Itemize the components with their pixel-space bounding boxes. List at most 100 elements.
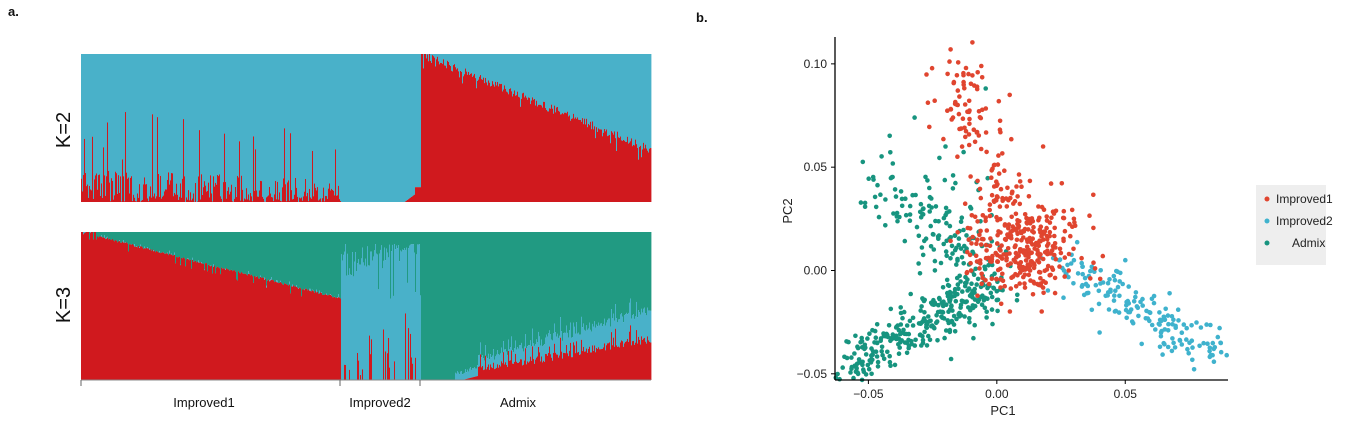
k3-segment-red (161, 252, 163, 380)
pca-point (1040, 144, 1046, 149)
k2-segment-blue (242, 54, 244, 190)
k2-segment-blue (332, 54, 334, 190)
k2-segment-blue (476, 54, 478, 89)
k3-segment-red (226, 268, 228, 380)
k2-segment-red (90, 189, 92, 202)
k2-segment-blue (407, 54, 409, 200)
k2-segment-blue (508, 54, 510, 95)
pca-point (983, 255, 989, 261)
k2-segment-blue (352, 54, 354, 202)
k3-segment-red (470, 377, 472, 380)
k2-segment-blue (324, 54, 326, 202)
pca-point (1026, 247, 1031, 253)
k2-segment-blue (552, 54, 554, 109)
k3-segment-red (124, 242, 126, 380)
k2-segment-blue (188, 54, 190, 191)
k2-segment-blue (229, 54, 231, 195)
k3-segment-red (111, 240, 113, 380)
k2-segment-blue (111, 54, 113, 179)
k3-segment-red (500, 366, 502, 380)
k2-segment-blue (642, 54, 644, 150)
k3-segment-red (389, 367, 391, 380)
k3-segment-green (139, 232, 141, 248)
k2-segment-blue (218, 54, 220, 177)
k3-segment-green (464, 232, 466, 373)
k2-segment-blue (171, 54, 173, 174)
k3-segment-red (561, 351, 563, 380)
k3-segment-red (627, 338, 629, 380)
k3-segment-red (274, 282, 276, 380)
k2-segment-red (162, 196, 164, 202)
k3-segment-red (507, 366, 509, 380)
k2-segment-blue (103, 54, 105, 148)
k3-segment-red (322, 294, 324, 380)
k3-segment-green (387, 232, 389, 253)
pca-point (871, 177, 876, 182)
k2-segment-blue (553, 54, 555, 114)
k3-segment-green (115, 232, 117, 241)
pca-point (1061, 295, 1066, 301)
k3-segment-blue (345, 244, 347, 365)
k3-segment-red (593, 351, 595, 380)
pca-point (966, 98, 972, 104)
k2-segment-red (198, 176, 200, 202)
k3-segment-green (373, 232, 375, 257)
k3-segment-blue (525, 334, 527, 349)
k3-segment-green (482, 232, 484, 355)
k3-segment-blue (576, 322, 578, 342)
k3-segment-green (132, 232, 134, 244)
pca-point (858, 200, 864, 205)
pca-point (987, 202, 993, 207)
k2-segment-red (413, 195, 415, 202)
k3-segment-red (598, 347, 600, 380)
k3-segment-blue (582, 327, 584, 352)
pca-point (1015, 194, 1020, 199)
k3-segment-green (315, 232, 317, 292)
k3-segment-green (612, 232, 614, 319)
k3-segment-red (533, 359, 535, 380)
k3-segment-red (193, 261, 195, 380)
k2-segment-red (261, 181, 263, 202)
k3-segment-blue (400, 250, 402, 380)
k3-segment-red (245, 273, 247, 380)
k2-segment-red (473, 75, 475, 202)
k3-segment-blue (84, 232, 86, 234)
k2-segment-blue (611, 54, 613, 132)
k3-segment-green (405, 232, 407, 250)
k3-segment-green (416, 232, 418, 255)
k3-segment-green (611, 232, 613, 310)
pca-point (977, 266, 982, 271)
k3-segment-red (253, 282, 255, 380)
pca-point (1100, 280, 1106, 285)
pca-point (944, 277, 950, 283)
k3-segment-green (533, 232, 535, 344)
k2-segment-red (483, 77, 485, 202)
k3-segment-red (169, 253, 171, 380)
k2-segment-red (417, 187, 419, 202)
k3-segment-red (128, 251, 130, 380)
k3-segment-green (297, 232, 299, 288)
k2-segment-blue (144, 54, 146, 178)
k3-segment-green (226, 232, 228, 269)
k3-segment-red (167, 253, 169, 380)
pca-point (912, 115, 917, 120)
k2-segment-red (244, 198, 246, 202)
pca-point (929, 65, 935, 71)
k3-segment-red (157, 251, 159, 380)
k2-segment-red (498, 86, 500, 202)
k2-segment-red (331, 188, 333, 202)
k2-segment-red (554, 105, 556, 202)
pca-point (1111, 298, 1117, 303)
pca-point (932, 268, 938, 273)
k3-segment-green (293, 232, 295, 286)
pca-point (989, 276, 995, 282)
k2-segment-red (511, 91, 513, 202)
pca-point (855, 344, 860, 350)
k2-segment-red (262, 196, 264, 202)
k3-segment-blue (392, 244, 394, 380)
k2-segment-blue (207, 54, 209, 191)
k3-segment-green (286, 232, 288, 285)
k2-segment-red (432, 55, 434, 203)
k3-segment-blue (458, 372, 460, 380)
k2-segment-blue (331, 54, 333, 189)
